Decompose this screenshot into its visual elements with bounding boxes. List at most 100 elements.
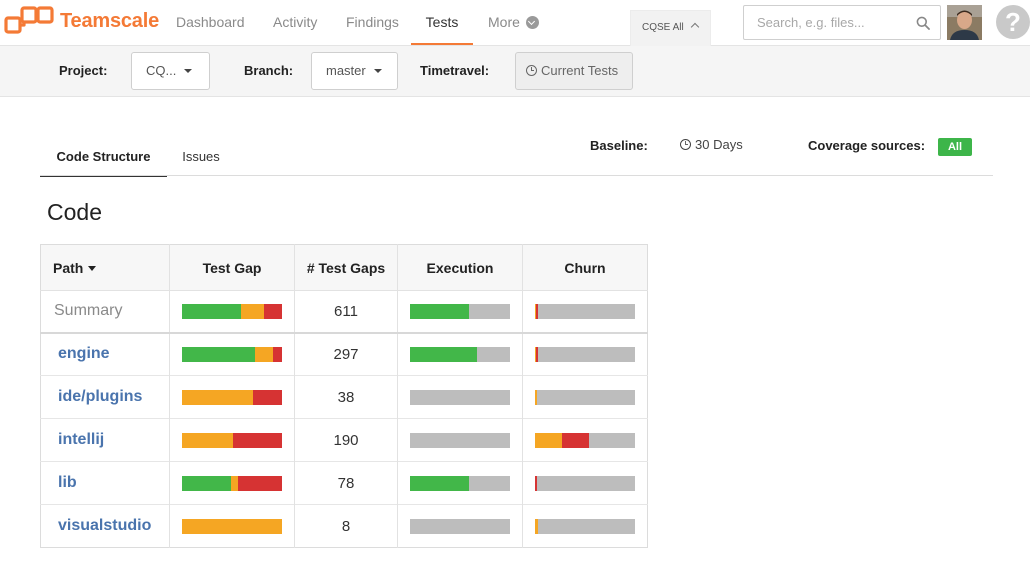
user-avatar[interactable] [947,5,982,40]
execution-cell[interactable] [397,290,523,333]
test-gap-cell[interactable] [169,375,295,419]
path-link[interactable]: intellij [58,431,105,448]
execution-bar-segment [469,475,510,491]
summary-label: Summary [54,302,123,320]
column-header-churn[interactable]: Churn [522,244,648,291]
test-gap-cell[interactable] [169,290,295,333]
column-header-path-label: Path [53,259,84,276]
execution-bar-segment [410,518,510,534]
churn-cell[interactable] [522,332,648,376]
nav-tests[interactable]: Tests [411,0,473,45]
timetravel-label: Timetravel: [420,63,490,78]
sort-desc-icon [88,265,97,271]
churn-bar [535,389,635,405]
help-icon[interactable]: ? [996,5,1030,39]
test-gap-cell[interactable] [169,504,295,548]
churn-bar-segment [535,389,537,405]
nav-findings[interactable]: Findings [346,14,399,30]
path-link[interactable]: engine [58,345,110,363]
search-input[interactable] [757,6,917,39]
execution-bar [410,518,510,534]
execution-cell[interactable] [397,332,523,376]
churn-cell[interactable] [522,290,648,333]
nav-more[interactable]: More [488,0,539,45]
test-gaps-count: 297 [294,332,398,376]
timetravel-button[interactable]: Current Tests [515,52,633,90]
baseline-selector[interactable]: 30 Days [680,136,743,154]
execution-bar-segment [410,346,477,362]
path-link[interactable]: ide/plugins [58,388,143,405]
path-link[interactable]: visualstudio [58,517,152,534]
tab-issues[interactable]: Issues [182,149,220,164]
caret-down-icon [184,69,193,73]
column-header-execution[interactable]: Execution [397,244,523,291]
test-gap-bar [182,518,282,534]
test-gaps-count: 611 [294,290,398,333]
execution-cell[interactable] [397,418,523,462]
execution-bar-segment [469,303,510,319]
churn-bar-segment [538,303,635,319]
test-gaps-count: 38 [294,375,398,419]
execution-cell[interactable] [397,504,523,548]
teamscale-logo[interactable]: Teamscale [4,4,159,38]
column-header-test-gap[interactable]: Test Gap [169,244,295,291]
churn-bar-segment [536,303,538,319]
execution-cell[interactable] [397,461,523,505]
table-row: ide/plugins 38 [40,375,648,419]
test-gap-bar-segment [182,389,253,405]
churn-cell[interactable] [522,461,648,505]
test-gap-bar-segment [253,389,282,405]
project-quick-tab[interactable]: CQSE All [630,10,711,46]
table-row: lib 78 [40,461,648,505]
test-gap-bar-segment [264,303,282,319]
execution-cell[interactable] [397,375,523,419]
nav-dashboard[interactable]: Dashboard [176,14,245,30]
project-dropdown[interactable]: CQ... [131,52,210,90]
churn-bar-segment [535,303,536,319]
churn-cell[interactable] [522,418,648,462]
column-header-test-gaps-count[interactable]: # Test Gaps [294,244,398,291]
baseline-value: 30 Days [695,137,743,152]
execution-bar-segment [410,432,510,448]
test-gap-cell[interactable] [169,332,295,376]
table-row: visualstudio 8 [41,504,648,548]
tab-code-structure[interactable]: Code Structure [40,141,167,177]
test-gap-cell[interactable] [169,461,295,505]
branch-dropdown[interactable]: master [311,52,398,90]
table-row: intellij 190 [40,418,648,462]
churn-bar [535,475,635,491]
timetravel-value: Current Tests [541,63,619,78]
test-gap-bar-segment [273,346,282,362]
execution-bar-segment [410,303,469,319]
churn-bar-segment [536,346,538,362]
column-header-path[interactable]: Path [40,244,170,291]
path-link[interactable]: lib [58,474,77,491]
test-gap-table: Path Test Gap # Test Gaps Execution Chur… [40,244,648,548]
test-gap-bar-segment [182,346,255,362]
teamscale-logo-icon [4,6,54,34]
churn-bar-segment [537,389,635,405]
branch-label: Branch: [244,63,294,78]
test-gap-cell[interactable] [169,418,295,462]
test-gap-bar-segment [182,518,282,534]
execution-bar-segment [477,346,510,362]
churn-cell[interactable] [522,375,648,419]
search-icon[interactable] [916,16,930,30]
project-label: Project: [59,63,108,78]
section-title: Code [47,199,102,225]
coverage-sources-badge[interactable]: All [938,138,972,156]
churn-bar-segment [535,475,537,491]
churn-bar-segment [537,475,635,491]
churn-bar-segment [562,432,589,448]
test-gaps-count: 8 [294,504,398,548]
clock-icon [680,139,691,150]
execution-bar [410,389,510,405]
coverage-sources-label: Coverage sources: [808,138,926,153]
churn-cell[interactable] [522,504,648,548]
nav-activity[interactable]: Activity [273,14,318,30]
chevron-up-icon [691,22,700,32]
nav-more-label: More [488,14,520,30]
execution-bar-segment [410,475,469,491]
search-box[interactable] [743,5,941,40]
churn-bar-segment [535,432,562,448]
